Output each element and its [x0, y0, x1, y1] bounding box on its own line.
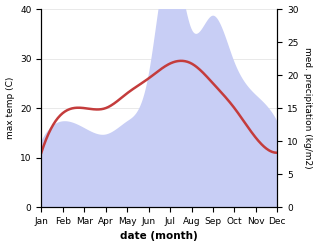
Y-axis label: med. precipitation (kg/m2): med. precipitation (kg/m2) [303, 47, 313, 169]
X-axis label: date (month): date (month) [121, 231, 198, 242]
Y-axis label: max temp (C): max temp (C) [5, 77, 15, 139]
